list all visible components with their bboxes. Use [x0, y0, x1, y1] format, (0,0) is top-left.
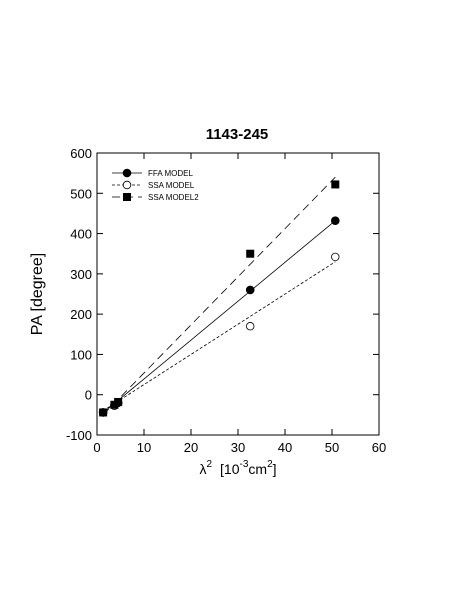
x-label-part: 2 — [206, 459, 212, 470]
y-tick-label: 200 — [70, 307, 92, 322]
x-label-part: -3 — [240, 459, 249, 470]
y-tick-label: -100 — [66, 428, 92, 443]
x-tick-label: 20 — [184, 440, 198, 455]
y-tick-label: 100 — [70, 347, 92, 362]
data-point — [246, 322, 255, 331]
x-label-part: [10 — [220, 461, 240, 477]
data-point — [331, 252, 340, 262]
x-axis-label: λ2 [10-3cm2] — [199, 459, 276, 477]
x-tick-label: 50 — [325, 440, 339, 455]
data-point — [245, 285, 255, 295]
y-tick-label: 500 — [70, 186, 92, 201]
legend-label: SSA MODEL — [148, 181, 195, 190]
plot-frame — [96, 152, 380, 436]
y-tick-label: 0 — [85, 388, 92, 403]
x-tick-label: 60 — [372, 440, 386, 455]
x-tick-label: 10 — [137, 440, 151, 455]
data-point — [331, 180, 340, 189]
y-tick-label: 400 — [70, 227, 92, 242]
fit-line — [102, 261, 336, 412]
y-tick-label: 600 — [70, 146, 92, 161]
legend-marker — [123, 193, 131, 201]
fit-line — [102, 220, 336, 414]
legend-label: SSA MODEL2 — [148, 193, 199, 202]
data-point — [99, 408, 108, 417]
data-point — [114, 397, 123, 406]
legend-marker — [122, 168, 132, 178]
legend-marker — [122, 180, 132, 190]
x-label-part: ] — [273, 461, 277, 477]
y-tick-label: 300 — [70, 267, 92, 282]
chart-title: 1143-245 — [206, 126, 269, 143]
x-tick-label: 40 — [278, 440, 292, 455]
data-point — [330, 216, 340, 225]
x-label-part: 2 — [267, 459, 273, 470]
data-point — [246, 249, 255, 258]
fit-line — [102, 176, 336, 416]
x-tick-label: 30 — [231, 440, 245, 455]
y-axis-label: PA [degree] — [29, 253, 46, 335]
x-label-part: cm — [248, 461, 267, 477]
x-label-part: λ — [199, 461, 206, 477]
x-tick-label: 0 — [93, 440, 100, 455]
legend-label: FFA MODEL — [148, 169, 193, 178]
